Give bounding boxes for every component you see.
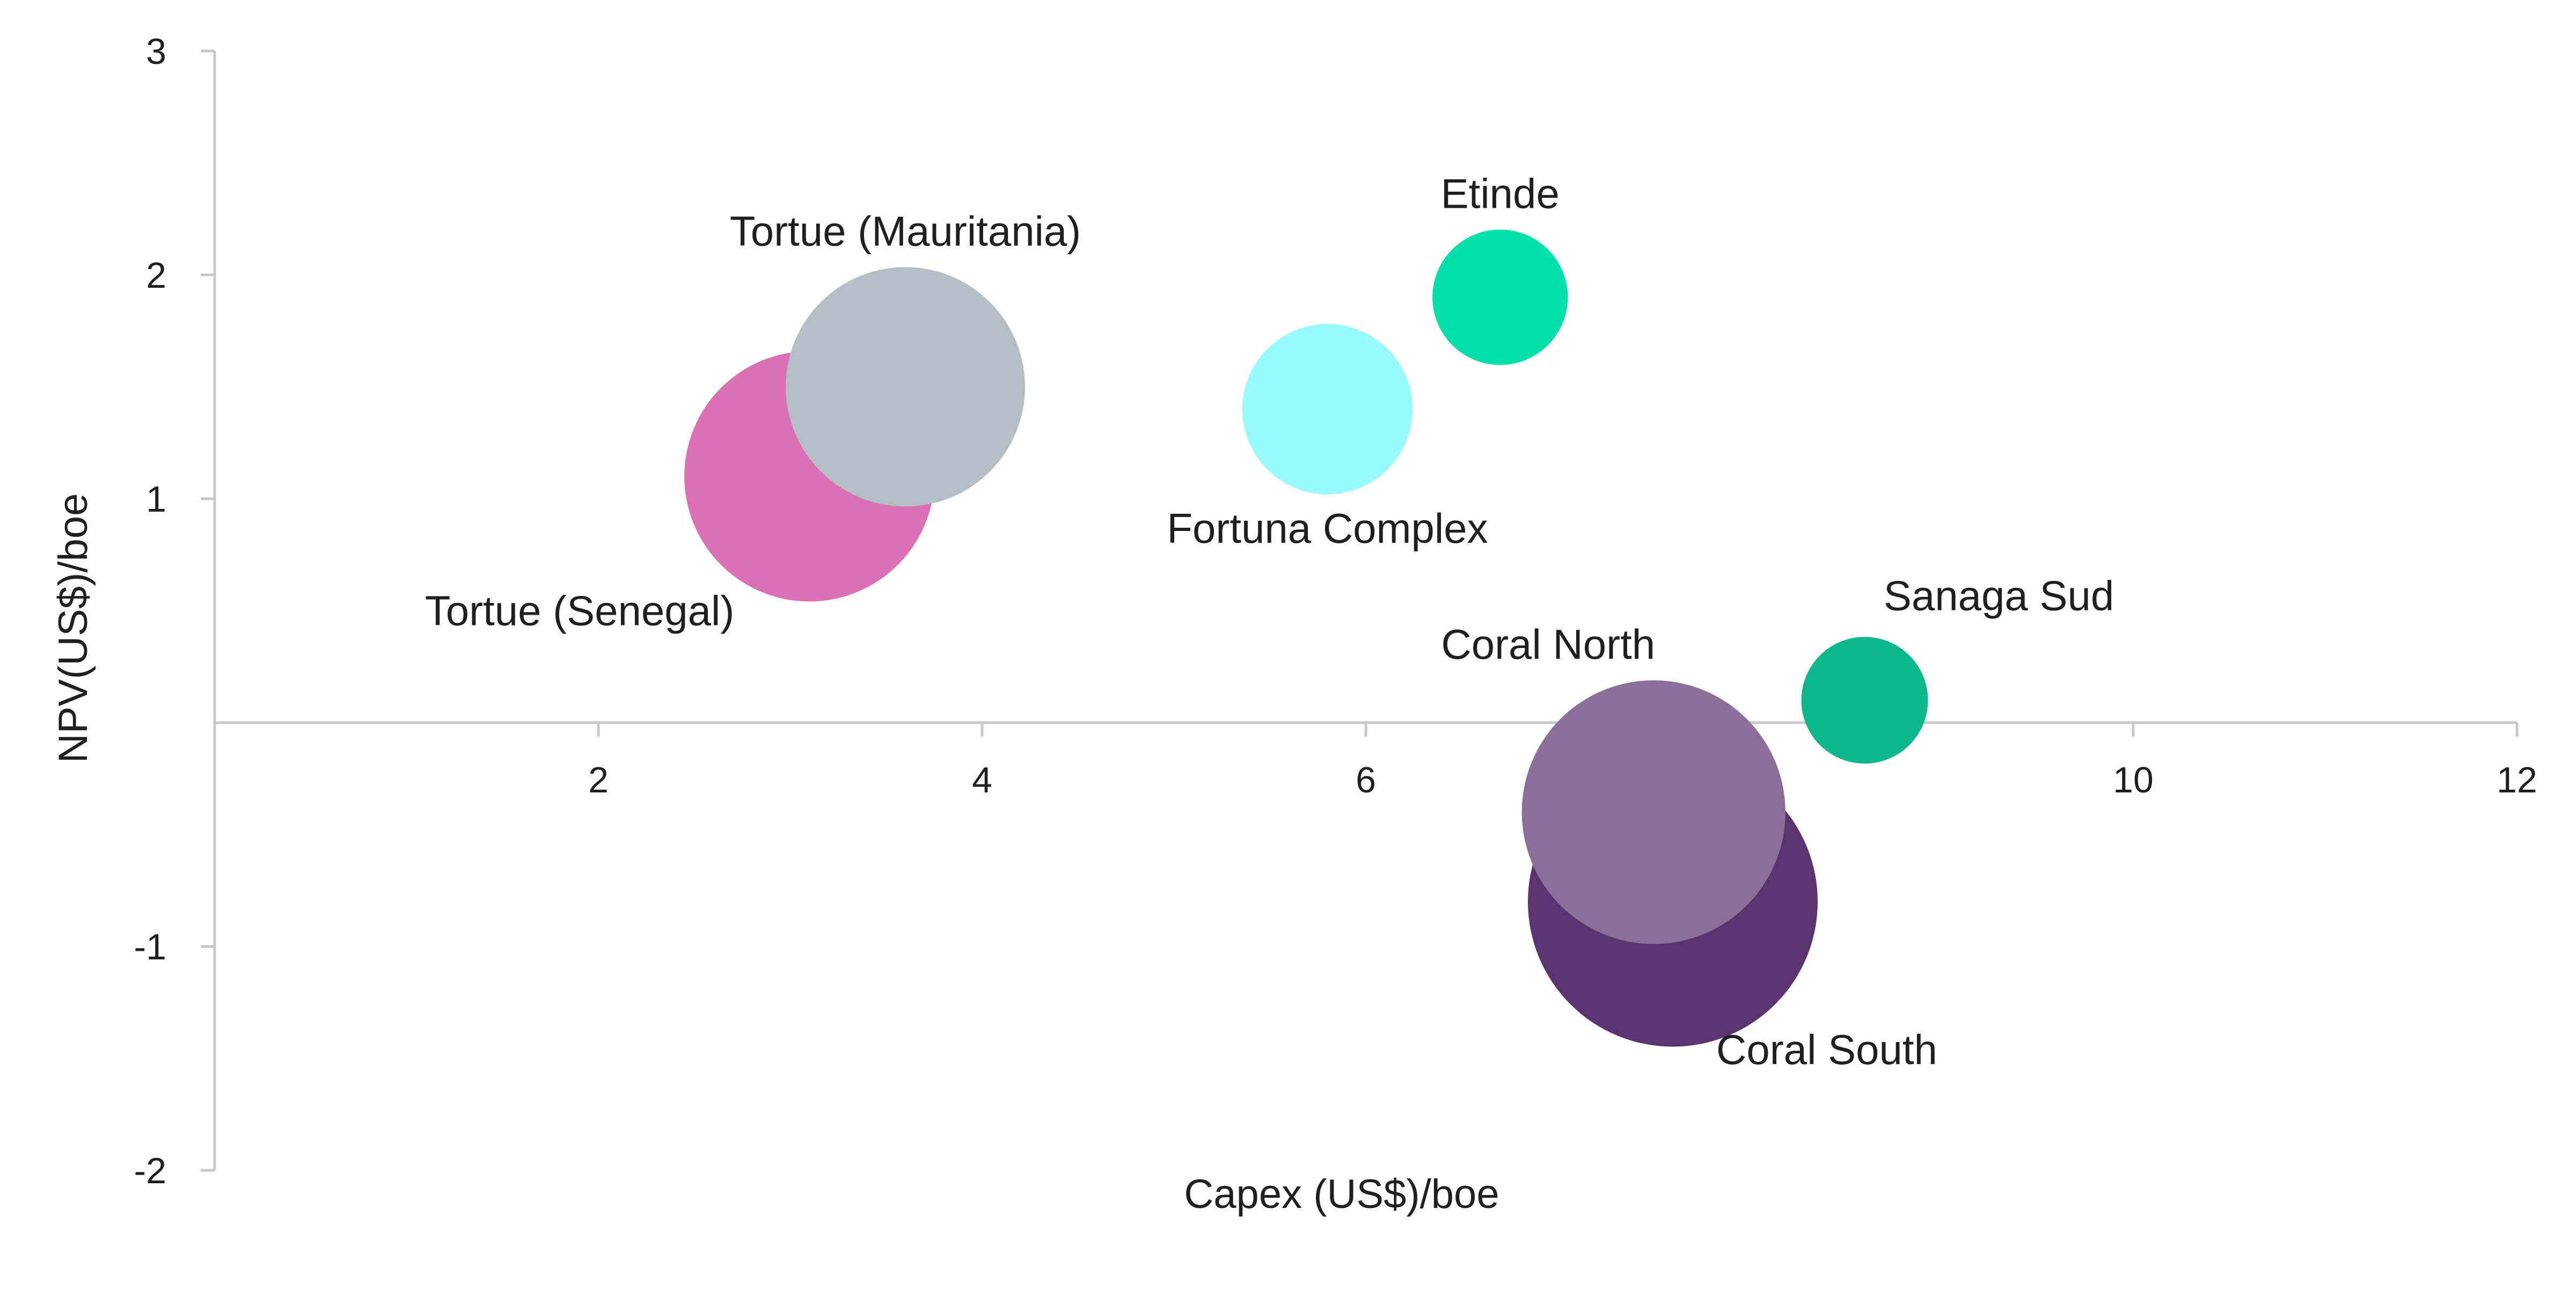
bubble [1242,324,1413,494]
bubble-label: Tortue (Senegal) [425,587,735,634]
bubble [786,267,1025,507]
x-tick-label: 10 [2113,760,2154,800]
y-tick-label: -2 [134,1150,166,1191]
x-tick-label: 2 [588,760,609,800]
bubble [1432,229,1568,365]
bubble-label: Coral North [1441,621,1655,668]
x-tick-label: 4 [972,760,992,800]
x-tick-label: 12 [2497,760,2537,800]
y-axis-title: NPV(US$)/boe [50,493,96,763]
y-tick-label: -1 [134,927,166,967]
x-axis-title: Capex (US$)/boe [1184,1171,1499,1217]
bubble-label: Etinde [1441,170,1560,217]
bubble-labels: Tortue (Senegal) Tortue (Mauritania) Fortu… [425,170,2114,1074]
x-tick-label: 6 [1356,760,1376,800]
bubble-label: Tortue (Mauritania) [730,208,1081,255]
bubble-label: Coral South [1716,1026,1937,1073]
bubbles [684,229,1928,1047]
y-tick-label: 2 [146,255,166,296]
bubble-label: Fortuna Complex [1167,505,1488,552]
y-tick-label: 1 [146,479,166,520]
bubble [1521,680,1785,944]
bubble [1801,637,1928,764]
bubble-label: Sanaga Sud [1884,572,2114,619]
y-tick-label: 3 [146,31,166,72]
